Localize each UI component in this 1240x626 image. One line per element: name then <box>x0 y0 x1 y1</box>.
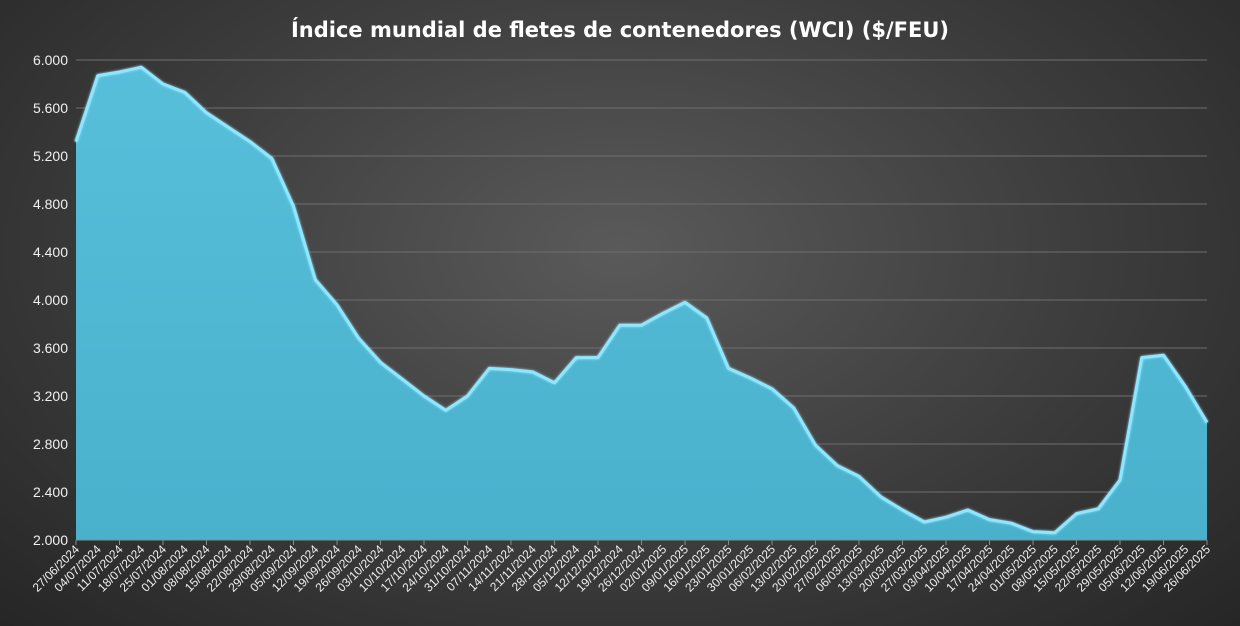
y-tick-label: 3.200 <box>33 388 68 404</box>
y-tick-label: 4.400 <box>33 244 68 260</box>
series-area-fill <box>76 67 1207 540</box>
y-tick-label: 2.800 <box>33 436 68 452</box>
y-tick-label: 3.600 <box>33 340 68 356</box>
series-area <box>74 65 1209 540</box>
y-tick-label: 4.000 <box>33 292 68 308</box>
y-tick-label: 2.400 <box>33 484 68 500</box>
y-tick-label: 4.800 <box>33 196 68 212</box>
y-axis: 2.000 2.400 2.800 3.200 3.600 4.000 4.400 4.800… <box>33 52 68 548</box>
series-line <box>74 65 1209 535</box>
y-tick-label: 5.200 <box>33 148 68 164</box>
x-axis: 27/06/202404/07/202411/07/202418/07/2024… <box>30 539 1213 595</box>
chart-title: Índice mundial de fletes de contenedores… <box>290 18 950 42</box>
y-tick-label: 5.600 <box>33 100 68 116</box>
y-tick-label: 6.000 <box>33 52 68 68</box>
y-tick-label: 2.000 <box>33 532 68 548</box>
